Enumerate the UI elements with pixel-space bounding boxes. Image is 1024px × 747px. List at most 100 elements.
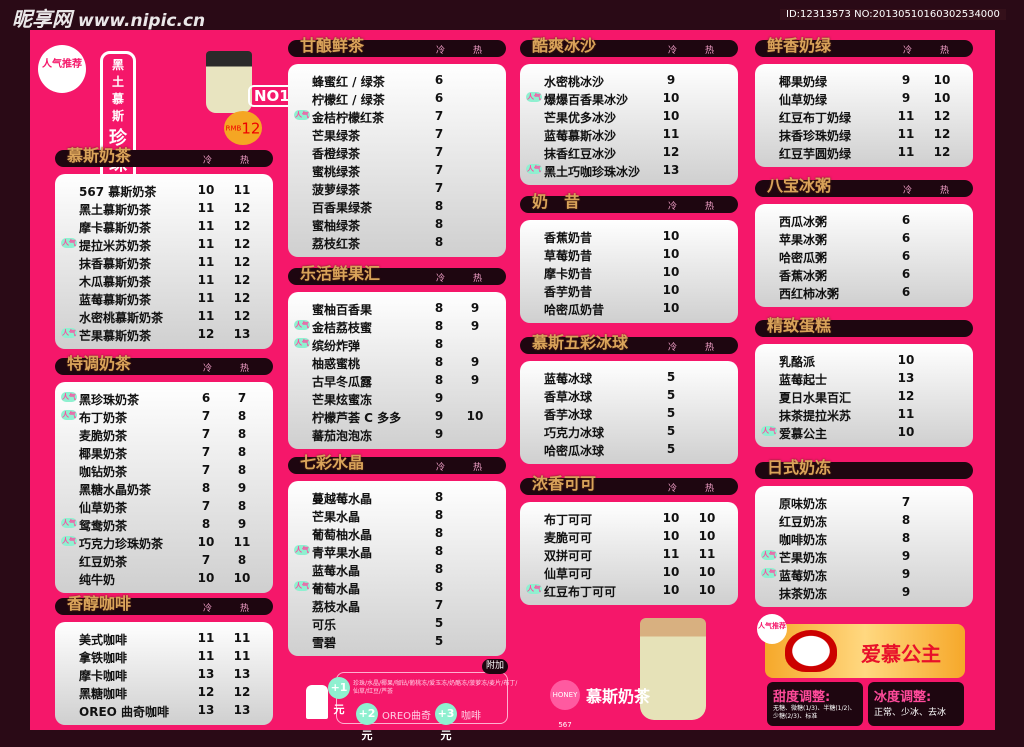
section-title: 慕斯五彩冰球 — [532, 333, 629, 352]
cold-price: 7 — [201, 427, 211, 441]
menu-item: 蜂蜜红 / 绿茶 6 — [288, 71, 506, 89]
menu-section: 日式奶冻 原味奶冻 7 红豆奶冻 8 咖啡奶冻 8 人气 芒果奶冻 9 人气 蓝莓奶冻 9 抹茶奶冻 9 — [755, 458, 973, 607]
section-header: 精致蛋糕 — [755, 316, 973, 337]
menu-section: 乐活鲜果汇冷热蜜柚百香果 8 9 人气 金桔荔枝蜜 8 9 人气 缤纷炸弹 8 柚惑蜜桃 8 9 古早冬瓜… — [288, 264, 506, 449]
hot-price: 12 — [233, 219, 251, 233]
menu-item: 黑糖水晶奶茶 8 9 — [55, 479, 273, 497]
menu-item: 荔枝水晶 7 — [288, 596, 506, 614]
menu-item: 香橙绿茶 7 — [288, 143, 506, 161]
brand-logo: HONEY 567 慕斯奶茶 — [550, 680, 650, 729]
section-title: 八宝冰粥 — [767, 176, 832, 195]
menu-item: 哈密瓜粥 6 — [755, 247, 973, 265]
menu-item: 麦脆可可 10 10 — [520, 527, 738, 545]
hot-price: 9 — [470, 355, 480, 369]
section-title: 香醇咖啡 — [67, 594, 132, 613]
item-name: 摩卡咖啡 — [79, 669, 128, 683]
hot-price: 12 — [233, 255, 251, 269]
promo-banner: 爱慕公主 — [765, 624, 965, 678]
menu-item: 香蕉冰粥 6 — [755, 265, 973, 283]
cold-price: 11 — [197, 255, 215, 269]
section-title: 乐活鲜果汇 — [300, 264, 381, 283]
item-name: 咖钻奶茶 — [79, 465, 128, 479]
price-badge: RMB12 — [224, 111, 262, 145]
hot-price: 8 — [237, 553, 247, 567]
hot-price: 10 — [233, 571, 251, 585]
popular-icon: 人气 — [526, 92, 542, 102]
menu-item: 椰果奶绿 9 10 — [755, 71, 973, 89]
hot-price: 10 — [933, 91, 951, 105]
section-header: 鲜香奶绿冷 热 — [755, 36, 973, 57]
menu-item: 蓝莓慕斯奶茶 11 12 — [55, 289, 273, 307]
cold-price: 13 — [897, 371, 915, 385]
popular-icon: 人气 — [294, 320, 310, 330]
cold-price: 11 — [662, 547, 680, 561]
item-name: 黑糖咖啡 — [79, 687, 128, 701]
item-name: 蓝莓奶冻 — [779, 569, 828, 583]
cold-price: 8 — [434, 562, 444, 576]
section-header: 酷爽冰沙冷 热 — [520, 36, 738, 57]
menu-item: 拿铁咖啡 11 11 — [55, 647, 273, 665]
item-name: 蓝莓冰球 — [544, 372, 593, 386]
cold-label: 冷 — [668, 484, 678, 494]
menu-item: 人气 爆爆百香果冰沙 10 — [520, 89, 738, 107]
cold-price: 12 — [897, 389, 915, 403]
item-name: 荔枝红茶 — [312, 237, 361, 251]
item-name: 抹香慕斯奶茶 — [79, 257, 152, 271]
cold-price: 5 — [666, 370, 676, 384]
cold-price: 8 — [201, 517, 211, 531]
item-name: 巧克力冰球 — [544, 426, 605, 440]
item-name: 仙草奶茶 — [79, 501, 128, 515]
item-name: 布丁奶茶 — [79, 411, 128, 425]
popular-icon: 人气 — [61, 328, 77, 338]
menu-item: 布丁可可 10 10 — [520, 509, 738, 527]
item-name: 抹茶提拉米苏 — [779, 409, 852, 423]
ice-title: 冰度调整: — [874, 690, 932, 705]
hot-price: 10 — [933, 73, 951, 87]
section-title: 浓香可可 — [532, 474, 597, 493]
item-list: 乳酪派 10 蓝莓起士 13 夏日水果百汇 12 抹茶提拉米苏 11 人气 爱慕公主 10 — [755, 344, 973, 447]
popular-icon: 人气 — [294, 338, 310, 348]
item-name: 青苹果水晶 — [312, 546, 373, 560]
item-name: 椰果奶绿 — [779, 75, 828, 89]
promo-name: 爱慕公主 — [861, 642, 941, 666]
item-name: 蜂蜜红 / 绿茶 — [312, 75, 385, 89]
section-title: 奶 昔 — [532, 192, 581, 211]
cold-price: 6 — [434, 73, 444, 87]
menu-item: 人气 鸳鸯奶茶 8 9 — [55, 515, 273, 533]
item-name: 哈密瓜奶昔 — [544, 303, 605, 317]
cold-price: 9 — [666, 73, 676, 87]
menu-item: 草莓奶昔 10 — [520, 245, 738, 263]
cold-price: 7 — [901, 495, 911, 509]
cold-label: 冷 — [668, 46, 678, 56]
item-name: 蕃茄泡泡冻 — [312, 429, 373, 443]
menu-item: 芒果绿茶 7 — [288, 125, 506, 143]
item-name: 柚惑蜜桃 — [312, 357, 361, 371]
item-name: 古早冬瓜露 — [312, 375, 373, 389]
section-title: 精致蛋糕 — [767, 316, 832, 335]
popular-icon: 人气 — [526, 584, 542, 594]
menu-item: 柠檬芦荟 C 多多 9 10 — [288, 407, 506, 425]
item-name: 西红柿冰粥 — [779, 287, 840, 301]
item-name: 香芋奶昔 — [544, 285, 593, 299]
menu-item: 雪碧 5 — [288, 632, 506, 650]
item-name: 蓝莓水晶 — [312, 564, 361, 578]
hot-label: 热 — [240, 364, 250, 374]
addon-box: 附加 +1元 珍珠/水晶/椰果/咖钻/葡桃冻/爱玉冻/奶酪冻/菠萝冻/麦片/布丁/… — [306, 659, 518, 742]
menu-item: 人气 芒果奶冻 9 — [755, 547, 973, 565]
item-name: 爱慕公主 — [779, 427, 828, 441]
item-name: 拿铁咖啡 — [79, 651, 128, 665]
item-name: 苹果冰粥 — [779, 233, 828, 247]
cold-price: 7 — [201, 463, 211, 477]
popular-icon: 人气 — [61, 392, 77, 402]
menu-item: 人气 爱慕公主 10 — [755, 423, 973, 441]
menu-item: 人气 金桔荔枝蜜 8 9 — [288, 317, 506, 335]
cold-price: 6 — [901, 285, 911, 299]
cold-price: 8 — [434, 355, 444, 369]
cold-label: 冷 — [203, 156, 213, 166]
hot-label: 热 — [705, 202, 715, 212]
menu-item: 抹香慕斯奶茶 11 12 — [55, 253, 273, 271]
cold-price: 7 — [434, 163, 444, 177]
item-name: 香蕉奶昔 — [544, 231, 593, 245]
hot-price: 12 — [233, 309, 251, 323]
item-name: 葡萄柚水晶 — [312, 528, 373, 542]
